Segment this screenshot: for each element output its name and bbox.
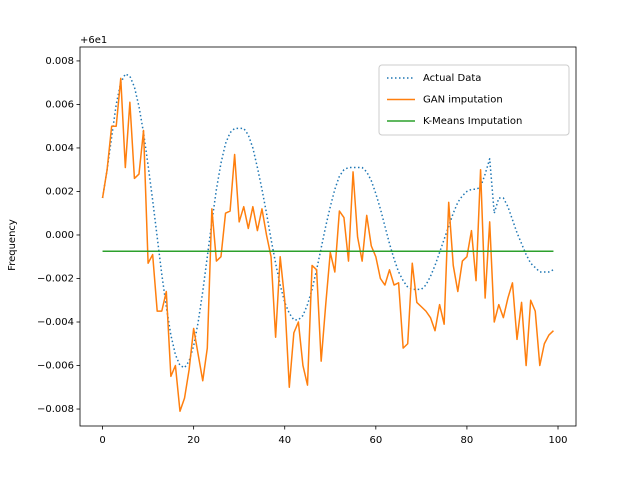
legend-box: [378, 64, 570, 136]
legend-label: GAN imputation: [423, 95, 503, 106]
x-tick-label: 100: [548, 435, 567, 446]
x-tick-label: 20: [187, 435, 200, 446]
y-tick-label: −0.008: [37, 404, 74, 415]
y-tick-label: 0.008: [45, 56, 74, 67]
y-tick-label: 0.000: [45, 230, 74, 241]
plot-frame: [79, 46, 577, 427]
x-tick-label: 40: [278, 435, 291, 446]
legend-label: Actual Data: [423, 73, 481, 84]
x-tick-label: 0: [99, 435, 105, 446]
y-tick-label: −0.002: [37, 273, 74, 284]
data-line: [101, 77, 554, 412]
y-tick-label: 0.006: [45, 99, 74, 110]
y-tick-label: 0.002: [45, 186, 74, 197]
y-axis-label: Frequency: [7, 219, 18, 271]
y-tick-label: 0.004: [45, 143, 74, 154]
y-tick-label: −0.004: [37, 317, 74, 328]
offset-text: +6e1: [80, 35, 107, 46]
x-tick-label: 80: [461, 435, 474, 446]
legend-label: K-Means Imputation: [423, 116, 522, 127]
legend: Actual Data GAN imputation K-Means Imputat…: [378, 64, 570, 136]
y-tick-label: −0.006: [37, 361, 74, 372]
data-line: [101, 73, 554, 369]
x-tick-label: 60: [369, 435, 382, 446]
